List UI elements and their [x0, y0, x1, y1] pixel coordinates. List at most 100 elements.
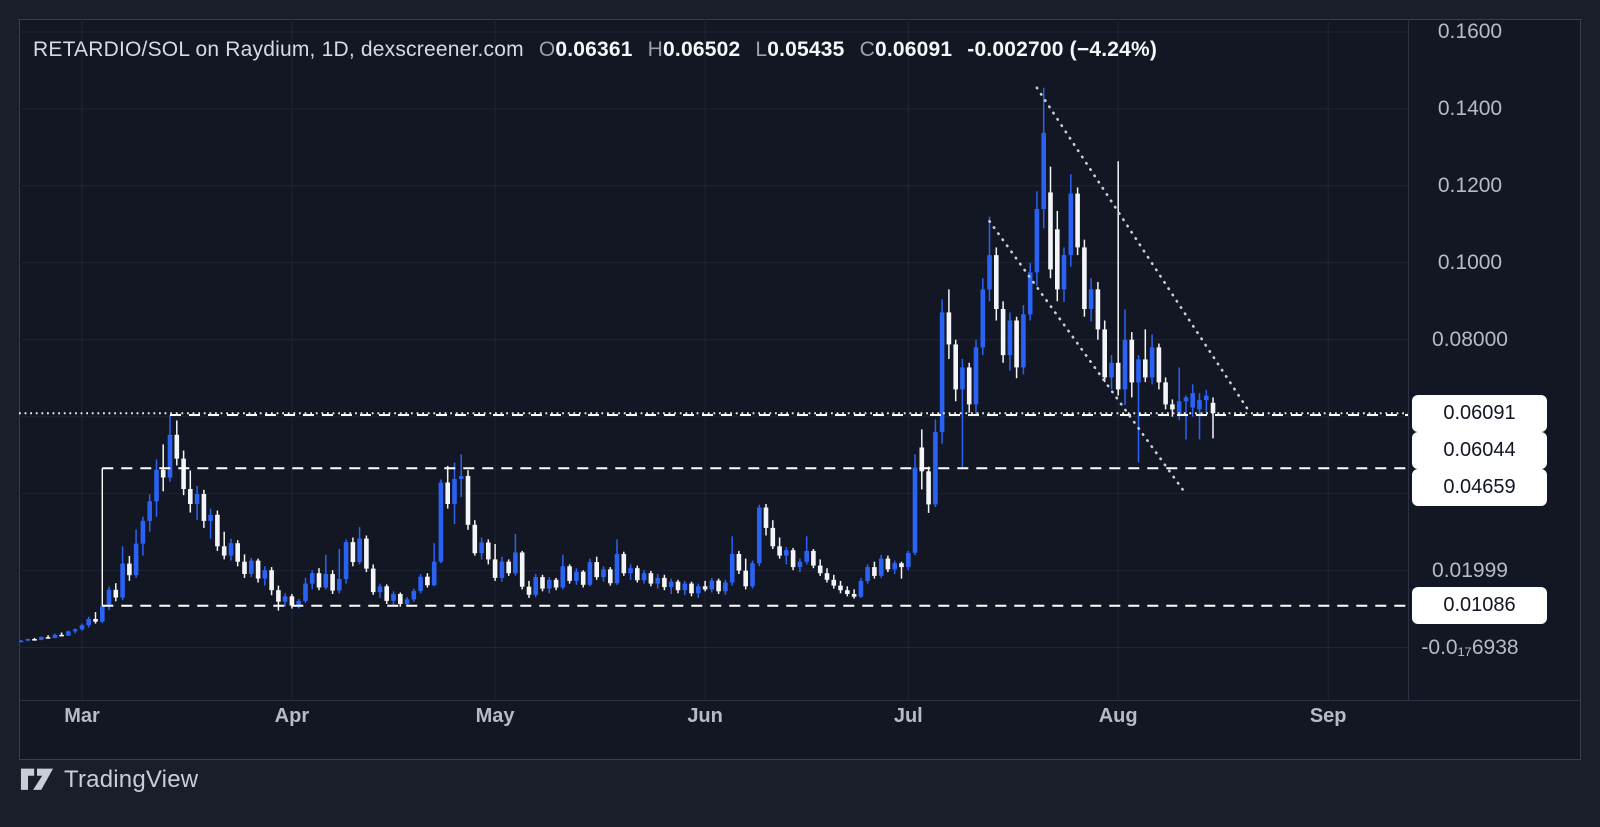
- candle-body: [391, 594, 396, 601]
- candle-body: [811, 550, 816, 566]
- price-axis-tick: -0.0₁₇6938: [1421, 635, 1519, 659]
- candle-body: [1129, 339, 1135, 383]
- candle-body: [133, 543, 139, 576]
- candle-body: [120, 563, 125, 598]
- candle-body: [1170, 404, 1175, 410]
- ohlc-low-value: 0.05435: [767, 38, 845, 61]
- symbol-title: RETARDIO/SOL on Raydium, 1D, dexscreener…: [33, 38, 524, 61]
- time-axis-separator: [19, 700, 1581, 701]
- candle-body: [167, 434, 173, 478]
- candle-body: [242, 561, 247, 574]
- candle-body: [682, 583, 688, 591]
- candle-body: [276, 590, 281, 602]
- candle-body: [635, 568, 640, 581]
- candle-body: [621, 554, 627, 574]
- candle-body: [269, 570, 274, 591]
- candle-body: [357, 538, 362, 563]
- price-axis-tick: 0.1000: [1437, 250, 1503, 274]
- candle-body: [1210, 402, 1216, 414]
- candle-body: [1027, 272, 1033, 315]
- candle-body: [19, 640, 24, 643]
- candle-body: [723, 582, 728, 592]
- candle-body: [255, 560, 261, 579]
- candle-body: [479, 542, 484, 554]
- candle-body: [1095, 289, 1101, 330]
- candle-body: [228, 543, 234, 556]
- ohlc-open-label: O: [538, 38, 556, 61]
- price-axis-tick: 0.01999: [1432, 558, 1508, 582]
- dotted-trendline[interactable]: [1035, 86, 1252, 415]
- candle-body: [472, 524, 478, 554]
- candle-body: [1163, 382, 1168, 405]
- candle-body: [1061, 255, 1067, 290]
- candle-body: [784, 550, 789, 556]
- candle-body: [1190, 393, 1195, 408]
- candle-body: [431, 561, 437, 586]
- candle-body: [506, 561, 511, 574]
- candle-body: [845, 590, 850, 594]
- candle-body: [601, 569, 606, 578]
- candle-body: [282, 596, 288, 602]
- candle-body: [1048, 192, 1053, 270]
- tradingview-logo-icon: [20, 768, 54, 790]
- candle-body: [425, 576, 430, 586]
- ohlc-high-label: H: [647, 38, 664, 61]
- candle-body: [608, 569, 613, 584]
- candle-body: [127, 563, 132, 576]
- candle-body: [303, 583, 308, 601]
- horizontal-ray-label: 0.06044: [1412, 431, 1547, 469]
- ohlc-close-label: C: [859, 38, 875, 61]
- candle-body: [221, 546, 227, 556]
- candle-body: [106, 589, 112, 607]
- candle-body: [885, 558, 891, 570]
- candle-body: [201, 494, 207, 521]
- candle-body: [906, 552, 911, 568]
- candle-body: [831, 579, 837, 586]
- candle-body: [174, 434, 180, 459]
- candle-body: [25, 639, 31, 641]
- candle-body: [100, 606, 105, 622]
- candle-body: [140, 520, 146, 544]
- candle-body: [980, 289, 986, 348]
- tradingview-watermark[interactable]: TradingView: [20, 766, 198, 794]
- candle-body: [973, 347, 979, 405]
- candle-body: [377, 586, 383, 593]
- candle-body: [1055, 229, 1060, 290]
- candle-body: [547, 579, 552, 589]
- candle-body: [418, 576, 423, 591]
- candle-body: [878, 558, 884, 576]
- candle-body: [194, 494, 200, 504]
- time-axis-label-mar: Mar: [64, 705, 100, 727]
- candle-body: [865, 567, 870, 581]
- symbol-header: RETARDIO/SOL on Raydium, 1D, dexscreener…: [33, 38, 1157, 62]
- candle-body: [1000, 309, 1006, 356]
- candle-body: [249, 560, 254, 574]
- candle-body: [994, 255, 999, 309]
- candle-body: [614, 554, 620, 584]
- candle-body: [492, 559, 498, 578]
- candle-body: [1176, 401, 1182, 416]
- candle-body: [309, 573, 315, 584]
- candle-body: [662, 577, 667, 588]
- candle-body: [1122, 339, 1128, 390]
- price-axis-tick: 0.1400: [1437, 96, 1503, 120]
- candle-body: [926, 471, 931, 505]
- candle-body: [702, 586, 708, 590]
- candle-body: [1136, 359, 1141, 383]
- candle-body: [499, 561, 505, 578]
- candle-body: [939, 312, 945, 433]
- candle-body: [526, 586, 532, 595]
- candlestick-chart[interactable]: [19, 19, 1408, 700]
- candle-body: [1115, 362, 1121, 390]
- candle-body: [296, 600, 301, 606]
- candle-body: [1102, 329, 1107, 378]
- candle-body: [519, 552, 525, 587]
- candle-body: [445, 482, 450, 504]
- candle-body: [343, 542, 349, 579]
- candle-body: [770, 527, 776, 547]
- time-axis-label-jul: Jul: [893, 705, 923, 727]
- candle-body: [757, 507, 762, 564]
- candle-body: [594, 562, 599, 578]
- dotted-trendline[interactable]: [988, 220, 1184, 491]
- candle-body: [790, 550, 796, 568]
